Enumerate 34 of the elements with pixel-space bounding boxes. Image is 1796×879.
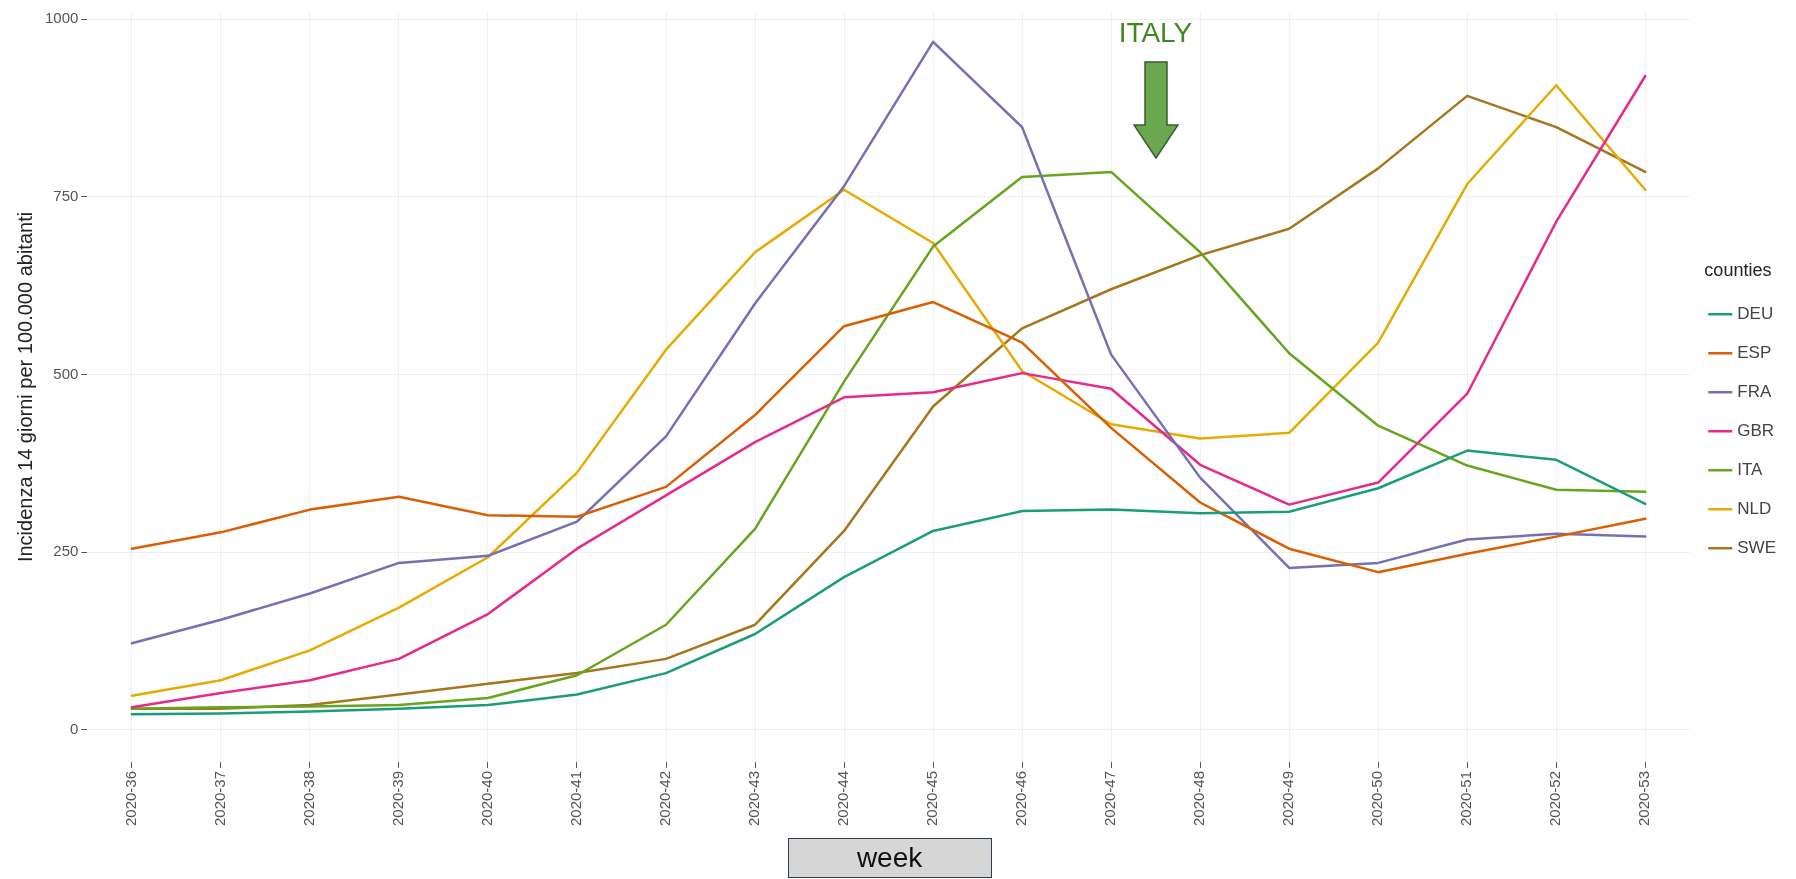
x-tick-label: 2020-52 bbox=[1546, 770, 1564, 827]
x-tick-label: 2020-43 bbox=[745, 770, 763, 827]
x-tick-label: 2020-44 bbox=[834, 770, 852, 827]
y-tick-label: 750 bbox=[53, 186, 79, 204]
x-tick-label: 2020-41 bbox=[567, 770, 585, 827]
legend-label: ITA bbox=[1737, 459, 1764, 479]
legend-title: counties bbox=[1704, 260, 1772, 281]
y-axis-title: Incidenza 14 giorni per 100.000 abitanti bbox=[13, 211, 36, 563]
legend-label: ESP bbox=[1737, 342, 1772, 362]
x-tick-label: 2020-45 bbox=[923, 770, 941, 827]
x-tick-label: 2020-40 bbox=[478, 770, 496, 827]
x-tick-label: 2020-47 bbox=[1101, 770, 1119, 827]
legend-label: FRA bbox=[1737, 381, 1772, 401]
y-tick-label: 0 bbox=[70, 720, 79, 738]
y-tick-label: 500 bbox=[53, 364, 79, 382]
x-tick-label: 2020-39 bbox=[389, 770, 407, 827]
legend-label: SWE bbox=[1737, 537, 1777, 557]
y-tick-label: 250 bbox=[53, 542, 79, 560]
x-tick-label: 2020-46 bbox=[1012, 770, 1030, 827]
annotation: ITALY bbox=[1118, 17, 1193, 50]
x-tick-label: 2020-51 bbox=[1457, 770, 1475, 827]
legend-label: NLD bbox=[1737, 498, 1772, 518]
y-tick-label: 1000 bbox=[44, 9, 79, 27]
legend-label: DEU bbox=[1737, 303, 1774, 323]
x-tick-label: 2020-42 bbox=[656, 770, 674, 827]
x-tick-label: 2020-50 bbox=[1368, 770, 1386, 827]
legend-label: GBR bbox=[1737, 420, 1775, 440]
x-tick-label: 2020-37 bbox=[211, 770, 229, 827]
x-tick-label: 2020-49 bbox=[1279, 770, 1297, 827]
x-tick-label: 2020-53 bbox=[1635, 770, 1653, 827]
x-tick-label: 2020-38 bbox=[300, 770, 318, 827]
x-axis-title: week bbox=[787, 838, 992, 878]
x-tick-label: 2020-48 bbox=[1190, 770, 1208, 827]
x-tick-label: 2020-36 bbox=[122, 770, 140, 827]
